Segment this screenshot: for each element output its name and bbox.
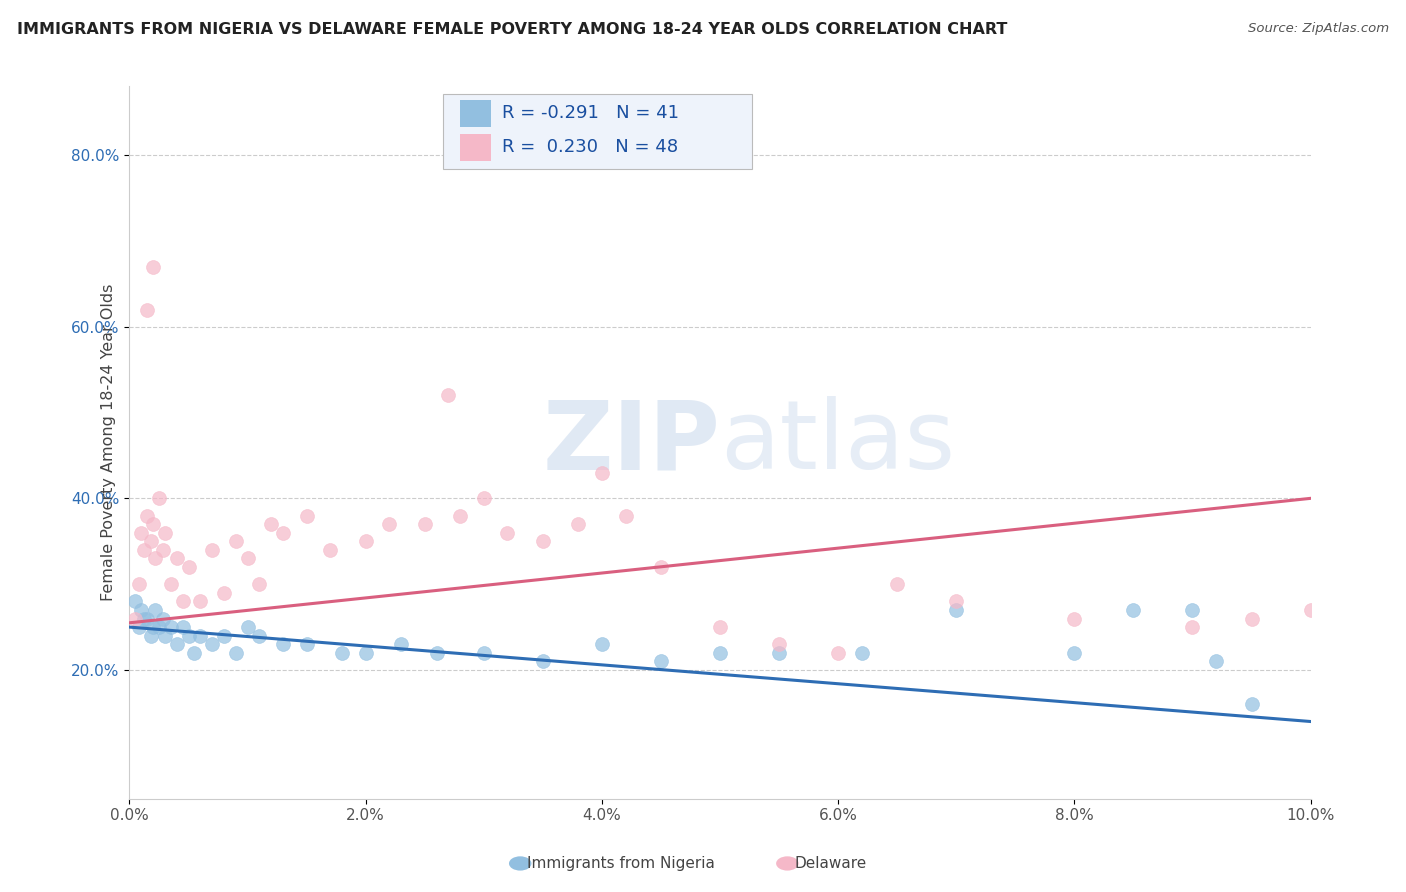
Point	[1063, 611, 1085, 625]
Point	[124, 594, 146, 608]
Point	[129, 603, 152, 617]
Point	[212, 629, 235, 643]
Point	[188, 629, 211, 643]
Point	[142, 517, 165, 532]
Point	[389, 637, 412, 651]
Point	[153, 629, 176, 643]
Point	[851, 646, 873, 660]
Point	[1181, 603, 1204, 617]
Point	[650, 560, 672, 574]
Point	[319, 542, 342, 557]
Point	[177, 560, 200, 574]
Point	[945, 603, 967, 617]
Point	[496, 525, 519, 540]
Point	[1122, 603, 1144, 617]
Point	[437, 388, 460, 402]
Point	[425, 646, 447, 660]
Point	[886, 577, 908, 591]
Text: Delaware: Delaware	[794, 856, 866, 871]
Point	[945, 594, 967, 608]
Point	[177, 629, 200, 643]
Point	[236, 620, 259, 634]
Point	[247, 577, 270, 591]
Point	[129, 525, 152, 540]
Point	[166, 551, 188, 566]
Point	[472, 491, 495, 506]
Point	[1205, 655, 1227, 669]
Text: IMMIGRANTS FROM NIGERIA VS DELAWARE FEMALE POVERTY AMONG 18-24 YEAR OLDS CORRELA: IMMIGRANTS FROM NIGERIA VS DELAWARE FEMA…	[17, 22, 1007, 37]
Point	[145, 551, 167, 566]
Y-axis label: Female Poverty Among 18-24 Year Olds: Female Poverty Among 18-24 Year Olds	[101, 284, 115, 601]
Point	[183, 646, 205, 660]
Point	[136, 302, 159, 317]
Point	[449, 508, 471, 523]
Point	[128, 620, 150, 634]
Point	[1240, 611, 1263, 625]
Point	[567, 517, 589, 532]
Point	[145, 603, 167, 617]
Point	[591, 637, 613, 651]
Point	[413, 517, 436, 532]
Point	[295, 508, 318, 523]
Point	[1063, 646, 1085, 660]
Point	[591, 466, 613, 480]
Point	[132, 542, 155, 557]
Point	[159, 620, 181, 634]
Point	[354, 534, 377, 549]
Point	[295, 637, 318, 651]
Point	[142, 620, 165, 634]
Point	[153, 525, 176, 540]
Point	[159, 577, 181, 591]
Point	[1299, 603, 1322, 617]
Text: atlas: atlas	[720, 396, 955, 489]
Point	[201, 542, 224, 557]
Point	[132, 611, 155, 625]
Point	[472, 646, 495, 660]
Point	[531, 534, 554, 549]
Text: Source: ZipAtlas.com: Source: ZipAtlas.com	[1249, 22, 1389, 36]
Point	[1240, 698, 1263, 712]
Point	[236, 551, 259, 566]
Point	[201, 637, 224, 651]
Point	[148, 620, 170, 634]
Point	[172, 594, 194, 608]
Point	[531, 655, 554, 669]
Text: ZIP: ZIP	[543, 396, 720, 489]
Point	[614, 508, 637, 523]
Point	[166, 637, 188, 651]
Point	[136, 508, 159, 523]
Point	[124, 611, 146, 625]
Point	[142, 260, 165, 274]
Point	[271, 637, 294, 651]
Point	[650, 655, 672, 669]
Point	[128, 577, 150, 591]
Point	[260, 517, 283, 532]
Point	[768, 646, 790, 660]
Point	[188, 594, 211, 608]
Point	[827, 646, 849, 660]
Point	[330, 646, 353, 660]
Point	[247, 629, 270, 643]
Point	[152, 542, 174, 557]
Point	[225, 646, 247, 660]
Point	[139, 534, 162, 549]
Point	[139, 629, 162, 643]
Point	[271, 525, 294, 540]
Text: R = -0.291   N = 41: R = -0.291 N = 41	[502, 104, 679, 122]
Point	[136, 611, 159, 625]
Text: Immigrants from Nigeria: Immigrants from Nigeria	[527, 856, 716, 871]
Point	[212, 586, 235, 600]
Text: R =  0.230   N = 48: R = 0.230 N = 48	[502, 138, 678, 156]
Point	[172, 620, 194, 634]
Point	[148, 491, 170, 506]
Point	[378, 517, 401, 532]
Point	[225, 534, 247, 549]
Point	[1181, 620, 1204, 634]
Point	[709, 620, 731, 634]
Point	[709, 646, 731, 660]
Point	[152, 611, 174, 625]
Point	[354, 646, 377, 660]
Point	[768, 637, 790, 651]
